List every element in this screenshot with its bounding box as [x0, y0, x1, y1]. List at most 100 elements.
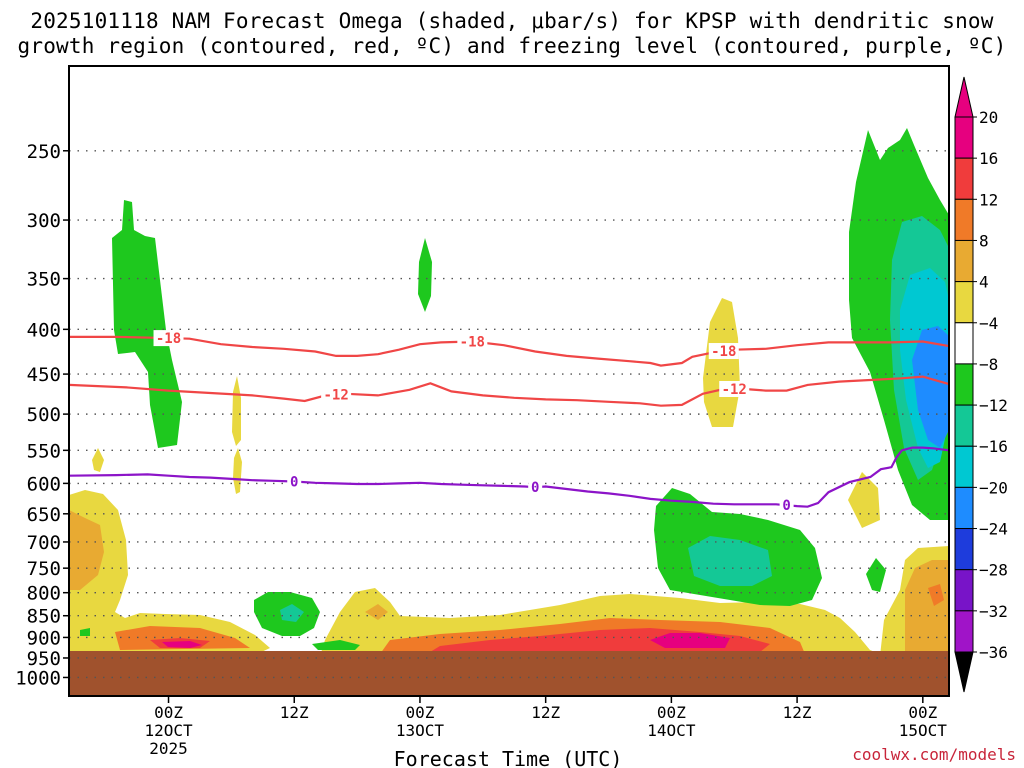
- colorbar-segment: [954, 569, 974, 612]
- colorbar-segment: [954, 322, 974, 365]
- chart-title-line-2: growth region (contoured, red, ºC) and f…: [17, 34, 1007, 58]
- x-tick-label: 14OCT: [647, 721, 696, 740]
- colorbar-label: −28: [979, 561, 1008, 580]
- omega-descent-lowlevel-center: [312, 640, 360, 650]
- contour-dendritic-bottom: [68, 375, 950, 407]
- colorbar-label: 16: [979, 149, 998, 168]
- omega-ascent-tiny-west: [92, 448, 104, 472]
- y-tick-label: 250: [27, 141, 61, 163]
- omega-descent-small-west: [80, 628, 90, 636]
- omega-lowlevel-orange-west: [69, 510, 104, 590]
- contour-label-freezing-level: 0: [531, 480, 539, 496]
- contour-label-bg: [528, 479, 543, 496]
- plot-frame: [68, 65, 950, 697]
- colorbar-label: −36: [979, 643, 1008, 662]
- x-tick-label: 12Z: [783, 703, 812, 722]
- y-tick-label: 600: [27, 473, 61, 495]
- colorbar: 20 16 12 8 4 −4 −8 −12 −16 −20 −24 −28 −32 −36: [954, 76, 1008, 693]
- colorbar-segment: [954, 445, 974, 488]
- y-tick-label: 300: [27, 210, 61, 232]
- contour-label-dendritic-top: -18: [156, 331, 181, 347]
- colorbar-segment: [954, 404, 974, 447]
- colorbar-segment: [954, 239, 974, 283]
- x-tick-label: 12Z: [280, 703, 309, 722]
- colorbar-label: −8: [979, 355, 998, 374]
- colorbar-label: 4: [979, 273, 989, 292]
- colorbar-segment: [954, 281, 974, 324]
- x-tick-label: 12Z: [531, 703, 560, 722]
- y-tick-label: 900: [27, 627, 61, 649]
- contour-dendritic-top: [69, 335, 950, 367]
- omega-core-orange-east: [928, 584, 944, 606]
- y-tick-label: 950: [27, 648, 61, 670]
- y-tick-label: 350: [27, 269, 61, 291]
- contour-label-dendritic-bottom: -12: [323, 388, 348, 404]
- x-tick-label: 12OCT: [144, 721, 193, 740]
- omega-patch-orange-central: [365, 604, 388, 620]
- colorbar-segment: [954, 363, 974, 406]
- ground-surface: [69, 651, 949, 696]
- colorbar-label: −32: [979, 602, 1008, 621]
- y-tick-label: 800: [27, 583, 61, 605]
- x-tick-label: 00Z: [908, 703, 937, 722]
- colorbar-segment: [954, 198, 974, 241]
- omega-ascent-sliver-west-lower: [233, 448, 242, 494]
- omega-lowlevel-ascent-west: [69, 490, 270, 655]
- y-tick-label: 750: [27, 558, 61, 580]
- y-tick-label: 550: [27, 440, 61, 462]
- x-tick-label: 00Z: [154, 703, 183, 722]
- x-tick-label: 15OCT: [899, 721, 948, 740]
- chart-title-line-1: 2025101118 NAM Forecast Omega (shaded, μ…: [30, 9, 994, 33]
- y-tick-label: 700: [27, 532, 61, 554]
- x-tick-label: 2025: [149, 739, 188, 758]
- contour-freezing-level: [68, 446, 950, 508]
- contour-label-bg: [287, 473, 302, 490]
- contour-label-bg: [153, 330, 184, 347]
- colorbar-label: −20: [979, 478, 1008, 497]
- contour-lines: -18 -18 -18 -12 -12 0 0 0: [68, 330, 950, 514]
- contour-label-dendritic-bottom: -12: [722, 382, 747, 398]
- contour-label-bg: [779, 497, 794, 514]
- colorbar-segment: [954, 486, 974, 530]
- contour-label-dendritic-top: -18: [460, 334, 485, 350]
- colorbar-label: 12: [979, 190, 998, 209]
- omega-descent-core-east: [688, 536, 772, 586]
- y-axis: 2503003504004505005506006507007508008509…: [15, 141, 69, 689]
- x-axis-label: Forecast Time (UTC): [394, 747, 623, 768]
- omega-shading: [69, 128, 949, 656]
- colorbar-bottom-arrow: [954, 651, 974, 693]
- contour-label-bg: [457, 333, 488, 350]
- credit-text: coolwx.com/models: [852, 745, 1016, 764]
- contour-label-freezing-level: 0: [782, 498, 790, 514]
- x-tick-label: 00Z: [405, 703, 434, 722]
- contour-label-dendritic-top: -18: [711, 344, 736, 360]
- omega-core-magenta-central: [650, 633, 730, 648]
- y-tick-label: 1000: [15, 667, 61, 689]
- x-tick-label: 00Z: [657, 703, 686, 722]
- colorbar-label: −12: [979, 396, 1008, 415]
- plot-area: [69, 66, 949, 696]
- contour-label-bg: [321, 386, 352, 403]
- colorbar-segment: [954, 157, 974, 200]
- contour-label-freezing-level: 0: [290, 474, 298, 490]
- omega-band-orange-west: [115, 626, 250, 650]
- contour-label-bg: [719, 380, 750, 397]
- x-tick-label: 13OCT: [396, 721, 445, 740]
- colorbar-label: −4: [979, 314, 998, 333]
- colorbar-label: 20: [979, 108, 998, 127]
- y-tick-label: 850: [27, 606, 61, 628]
- colorbar-segment: [954, 610, 974, 653]
- omega-lowlevel-orange-east: [905, 560, 949, 656]
- omega-descent-upper-center: [418, 238, 432, 312]
- y-tick-label: 450: [27, 364, 61, 386]
- colorbar-label: 8: [979, 231, 989, 250]
- y-tick-label: 500: [27, 404, 61, 426]
- omega-descent-core-west: [280, 604, 304, 622]
- colorbar-label: −24: [979, 520, 1008, 539]
- contour-label-bg: [708, 343, 739, 360]
- colorbar-segment: [954, 528, 974, 571]
- omega-descent-small-east: [866, 558, 886, 592]
- omega-descent-east-blue: [912, 326, 949, 448]
